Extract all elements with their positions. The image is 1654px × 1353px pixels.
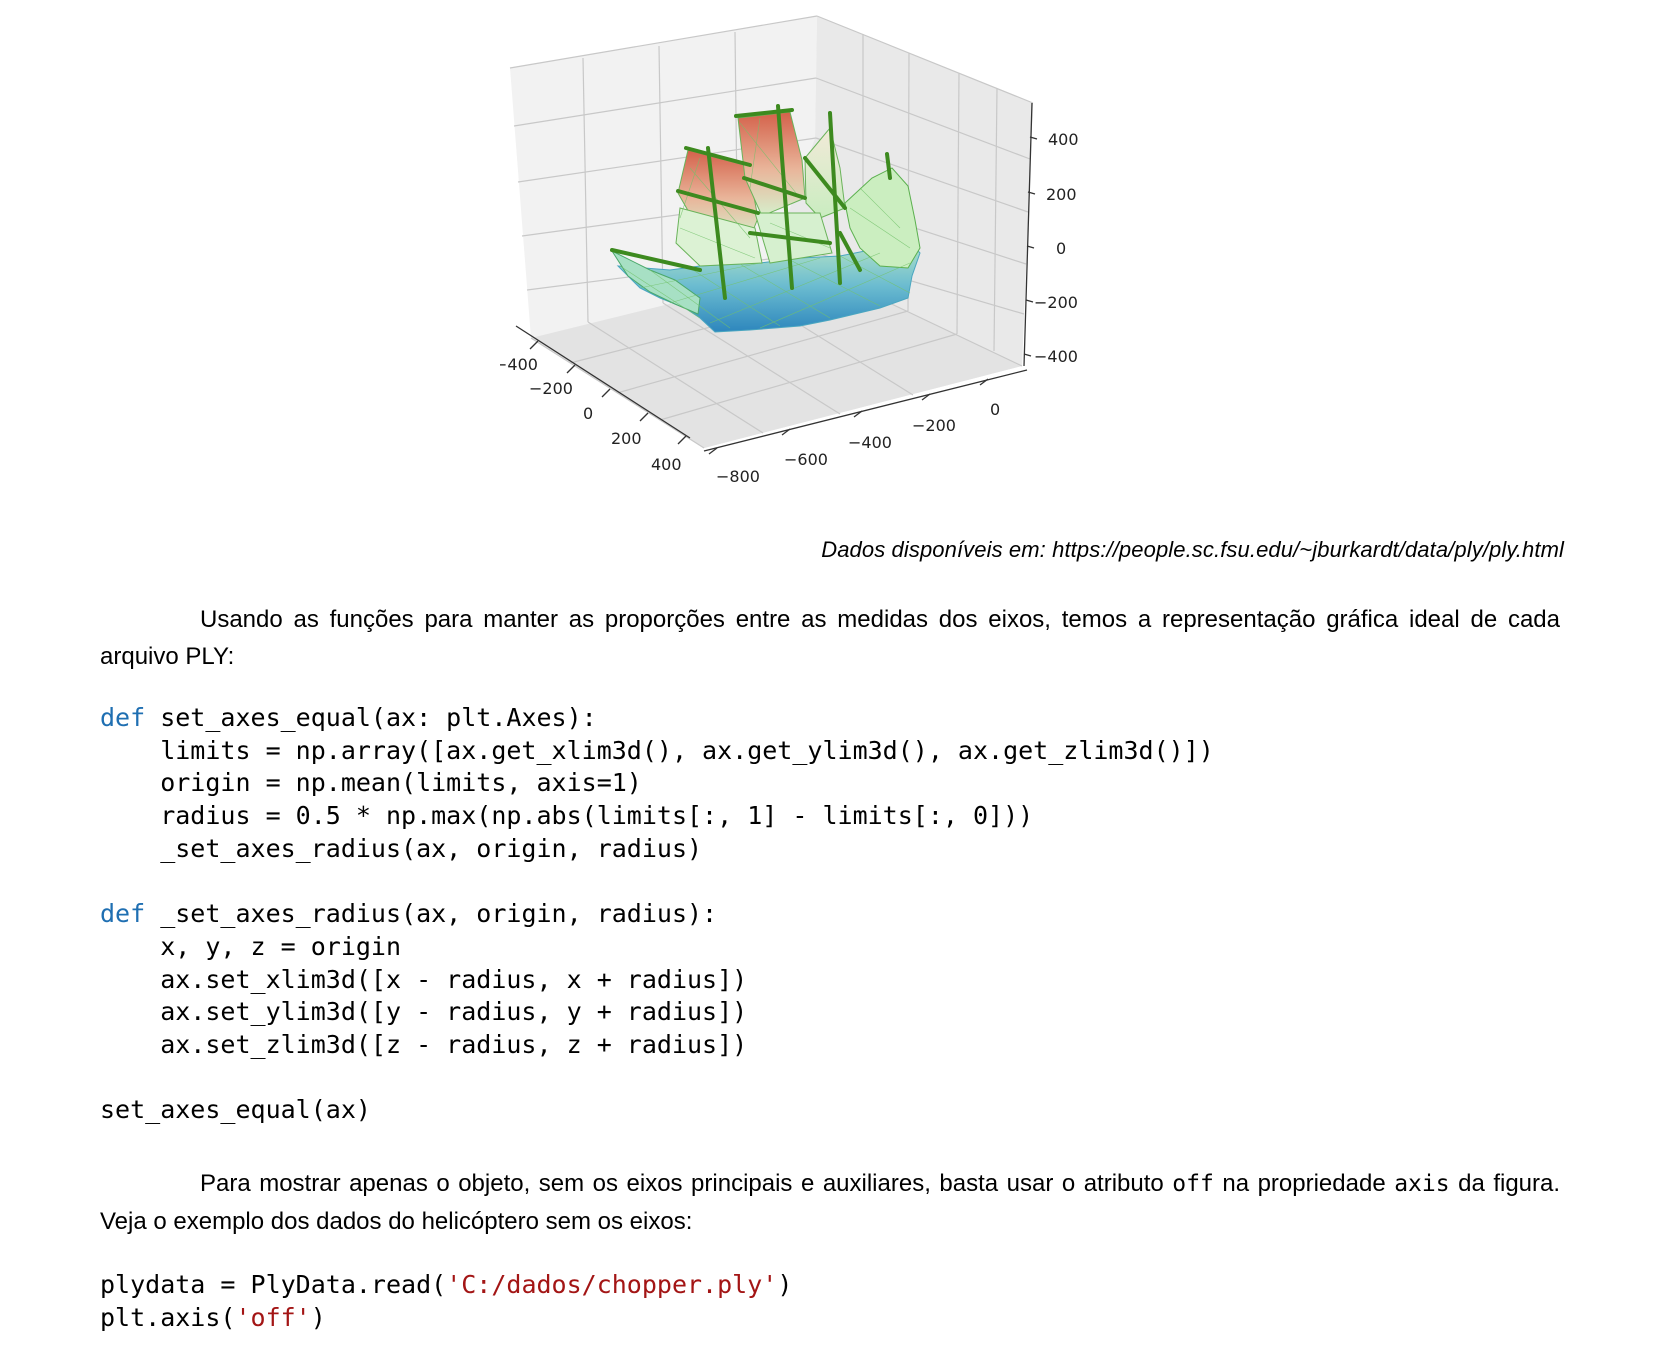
- code-line: _set_axes_radius(ax, origin, radius):: [145, 899, 718, 929]
- code-line: set_axes_equal(ax: plt.Axes):: [145, 703, 597, 732]
- x-tick-label: 400: [651, 455, 682, 474]
- axes: [515, 102, 1038, 455]
- code-line: ax.set_xlim3d([x - radius, x + radius]): [100, 964, 748, 994]
- y-axis-line: [703, 369, 1028, 452]
- code-line: ): [777, 1270, 793, 1299]
- x-axis-line: [515, 325, 691, 439]
- z-tick-label: 400: [1048, 130, 1079, 149]
- y-tick-labels: −800 −600 −400 −200 0: [716, 400, 1000, 486]
- main-mast: [776, 104, 794, 290]
- paragraph-text: da figura. Veja o exemplo dos dados do h…: [100, 1170, 1561, 1235]
- z-tick-label: 0: [1056, 239, 1066, 258]
- code-line: _set_axes_radius(ax, origin, radius): [100, 833, 703, 863]
- figure-caption: Dados disponíveis em: https://people.sc.…: [821, 537, 1564, 562]
- wire-mesh: [619, 117, 911, 329]
- paragraph-text: Para mostrar apenas o objeto, sem os eix…: [200, 1170, 1173, 1197]
- keyword-def: def: [100, 899, 146, 929]
- masts: [610, 104, 892, 300]
- bow-section: [610, 249, 701, 315]
- paragraph-text: na propriedade: [1213, 1170, 1395, 1197]
- code-line: plydata = PlyData.read(: [100, 1270, 447, 1299]
- y-tick-label: −800: [716, 467, 760, 486]
- code-line: origin = np.mean(limits, axis=1): [100, 768, 642, 798]
- y-tick-label: −200: [912, 416, 956, 435]
- code-line: limits = np.array([ax.get_xlim3d(), ax.g…: [100, 735, 1214, 765]
- code-string: 'C:/dados/chopper.ply': [446, 1270, 778, 1299]
- inline-code-axis: axis: [1394, 1171, 1450, 1197]
- stern-castle: [844, 167, 921, 269]
- z-tick-label: −200: [1034, 293, 1078, 312]
- x-tick-label: −200: [529, 379, 573, 398]
- paragraph-intro: Usando as funções para manter as proporç…: [100, 601, 1560, 675]
- code-line: radius = 0.5 * np.max(np.abs(limits[:, 1…: [100, 801, 1034, 831]
- z-axis-line: [1023, 102, 1033, 367]
- ship-3d-plot: −400 −200 0 200 400 −800 −600 −400 −200 …: [500, 8, 1160, 518]
- paragraph-axis-off: Para mostrar apenas o objeto, sem os eix…: [100, 1165, 1560, 1240]
- z-tick-label: 200: [1046, 185, 1077, 204]
- code-line: plt.axis(: [100, 1302, 236, 1332]
- code-line: set_axes_equal(ax): [100, 1095, 371, 1125]
- code-line: ax.set_ylim3d([y - radius, y + radius]): [100, 997, 748, 1027]
- x-tick-labels: −400 −200 0 200 400: [500, 355, 682, 474]
- y-tick-label: 0: [990, 400, 1000, 419]
- ship-model: [610, 104, 921, 333]
- code-string: 'off': [235, 1302, 311, 1332]
- paragraph-intro-text: Usando as funções para manter as proporç…: [100, 606, 1560, 670]
- inline-code-off: off: [1172, 1171, 1214, 1197]
- stern-staff: [885, 152, 892, 180]
- fore-mast: [706, 146, 727, 300]
- code-line: x, y, z = origin: [100, 931, 402, 961]
- x-tick-label: −400: [500, 355, 538, 374]
- code-block-chopper: plydata = PlyData.read('C:/dados/chopper…: [100, 1269, 792, 1334]
- x-tick-label: 0: [583, 404, 593, 423]
- code-line: ax.set_zlim3d([z - radius, z + radius]): [100, 1030, 748, 1060]
- x-tick-label: 200: [611, 429, 642, 448]
- plot-canvas: −400 −200 0 200 400 −800 −600 −400 −200 …: [500, 15, 1079, 486]
- y-tick-label: −400: [848, 433, 892, 452]
- code-block-axes-equal: def set_axes_equal(ax: plt.Axes): limits…: [100, 702, 1214, 1127]
- z-tick-labels: 400 200 0 −200 −400: [1034, 130, 1079, 366]
- z-tick-label: −400: [1034, 347, 1078, 366]
- keyword-def: def: [100, 703, 146, 732]
- y-tick-label: −600: [784, 450, 828, 469]
- code-line: ): [310, 1302, 326, 1332]
